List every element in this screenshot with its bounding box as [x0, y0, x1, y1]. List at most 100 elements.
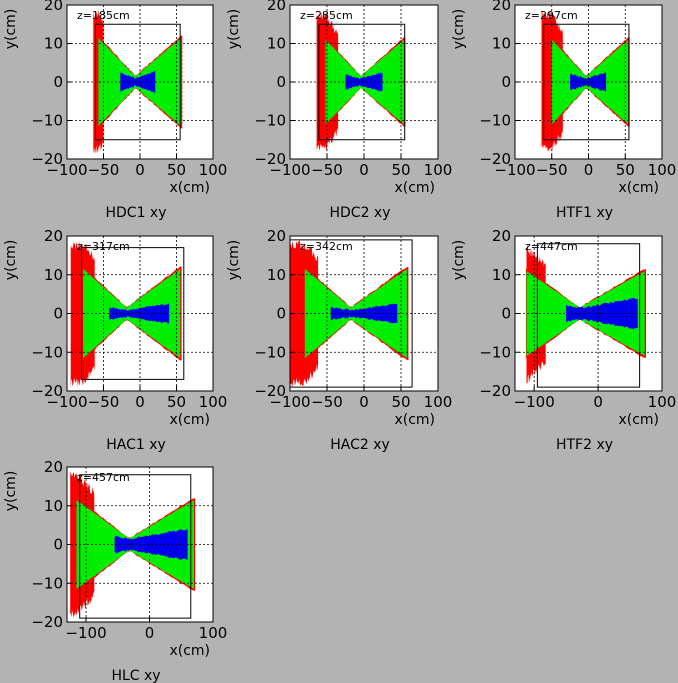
y-tick-label: 10	[44, 266, 63, 284]
x-axis-label: x(cm)	[618, 412, 659, 428]
y-tick-label: 20	[492, 227, 511, 245]
detector-outline	[318, 23, 406, 141]
x-tick-label: −50	[311, 393, 343, 411]
x-tick-label: −100	[46, 161, 87, 179]
panel-caption: HTF2 xy	[556, 437, 613, 453]
z-label: z=285cm	[300, 9, 353, 22]
y-tick-label: 0	[53, 536, 63, 554]
x-axis-label: x(cm)	[169, 412, 210, 428]
y-axis-label: y(cm)	[451, 9, 467, 50]
y-tick-label: −10	[479, 112, 511, 130]
panel-hdc1: −100 −50 0 50 100−20−1001020z=185cmx(cm)y(cm…	[3, 0, 227, 221]
y-tick-label: 10	[267, 35, 286, 53]
z-label: z=342cm	[300, 240, 353, 253]
y-tick-label: 20	[267, 0, 286, 14]
panel-hlc: −100 0 100−20−1001020z=457cmx(cm)y(cm)HLC …	[3, 458, 227, 683]
x-tick-label: −50	[311, 161, 343, 179]
detector-outline	[536, 243, 641, 388]
x-tick-label: 0	[145, 624, 155, 642]
y-tick-label: 0	[53, 305, 63, 323]
x-axis-label: x(cm)	[169, 180, 210, 196]
x-tick-label: 0	[593, 393, 603, 411]
x-tick-label: 50	[167, 161, 186, 179]
y-axis-label: y(cm)	[3, 240, 19, 281]
x-tick-label: 100	[199, 161, 228, 179]
x-tick-label: 0	[135, 393, 145, 411]
y-tick-label: −20	[254, 150, 286, 168]
y-tick-label: 10	[267, 266, 286, 284]
y-axis-label: y(cm)	[226, 9, 242, 50]
x-tick-label: 0	[584, 161, 594, 179]
x-axis-label: x(cm)	[169, 643, 210, 659]
y-tick-label: −20	[31, 150, 63, 168]
y-tick-label: 10	[44, 35, 63, 53]
y-axis-label: y(cm)	[451, 240, 467, 281]
y-tick-label: 0	[501, 73, 511, 91]
z-label: z=185cm	[77, 9, 130, 22]
panel-hac1: −100 −50 0 50 100−20−1001020z=317cmx(cm)y(cm…	[3, 227, 227, 453]
y-tick-label: −20	[31, 382, 63, 400]
x-tick-label: −100	[46, 393, 87, 411]
detector-outline	[543, 23, 630, 141]
panel-htf1: −100 −50 0 50 100−20−1001020z=297cmx(cm)y(cm…	[451, 0, 676, 221]
x-tick-label: 100	[648, 393, 677, 411]
x-tick-label: 100	[424, 393, 453, 411]
x-tick-label: 50	[391, 393, 410, 411]
y-tick-label: −10	[31, 112, 63, 130]
y-tick-label: 20	[44, 0, 63, 14]
panel-caption: HDC2 xy	[329, 205, 390, 221]
x-tick-label: −100	[65, 624, 106, 642]
y-axis-label: y(cm)	[3, 9, 19, 50]
y-tick-label: 20	[44, 227, 63, 245]
panel-caption: HTF1 xy	[556, 205, 613, 221]
blue-hits	[566, 298, 638, 329]
x-tick-label: −50	[88, 161, 120, 179]
y-tick-label: 10	[44, 497, 63, 515]
y-tick-label: −20	[479, 382, 511, 400]
y-tick-label: −20	[254, 382, 286, 400]
y-tick-label: 20	[44, 458, 63, 476]
panel-caption: HAC2 xy	[330, 437, 390, 453]
y-tick-label: 0	[276, 305, 286, 323]
y-tick-label: −10	[31, 574, 63, 592]
panel-hdc2: −100 −50 0 50 100−20−1001020z=285cmx(cm)y(cm…	[226, 0, 452, 221]
detector-outline	[79, 474, 192, 619]
x-tick-label: −100	[494, 161, 535, 179]
y-tick-label: 0	[501, 305, 511, 323]
x-tick-label: 0	[359, 161, 369, 179]
x-tick-label: 50	[616, 161, 635, 179]
detector-outline	[94, 23, 181, 141]
x-tick-label: 50	[391, 161, 410, 179]
y-tick-label: 20	[492, 0, 511, 14]
x-tick-label: 50	[167, 393, 186, 411]
y-tick-label: −10	[254, 112, 286, 130]
z-label: z=447cm	[525, 240, 578, 253]
y-tick-label: −10	[31, 343, 63, 361]
z-label: z=457cm	[77, 471, 130, 484]
detector-outline	[81, 247, 185, 380]
z-label: z=317cm	[77, 240, 130, 253]
y-tick-label: −10	[254, 343, 286, 361]
x-tick-label: −100	[514, 393, 555, 411]
panel-hac2: −100 −50 0 50 100−20−1001020z=342cmx(cm)y(cm…	[226, 227, 452, 453]
x-tick-label: 0	[359, 393, 369, 411]
z-label: z=297cm	[525, 9, 578, 22]
panel-htf2: −100 0 100−20−1001020z=447cmx(cm)y(cm)HTF2…	[451, 227, 676, 453]
x-tick-label: 100	[648, 161, 677, 179]
x-tick-label: −100	[269, 393, 310, 411]
x-tick-label: 100	[199, 393, 228, 411]
x-tick-label: −50	[536, 161, 568, 179]
y-tick-label: 10	[492, 35, 511, 53]
x-tick-label: 100	[199, 624, 228, 642]
x-tick-label: 100	[424, 161, 453, 179]
panel-caption: HAC1 xy	[106, 437, 166, 453]
x-tick-label: −100	[269, 161, 310, 179]
y-tick-label: 0	[53, 73, 63, 91]
blue-hits	[120, 70, 156, 94]
x-tick-label: −50	[88, 393, 120, 411]
x-axis-label: x(cm)	[618, 180, 659, 196]
x-axis-label: x(cm)	[394, 412, 435, 428]
y-tick-label: −10	[479, 343, 511, 361]
y-tick-label: 0	[276, 73, 286, 91]
